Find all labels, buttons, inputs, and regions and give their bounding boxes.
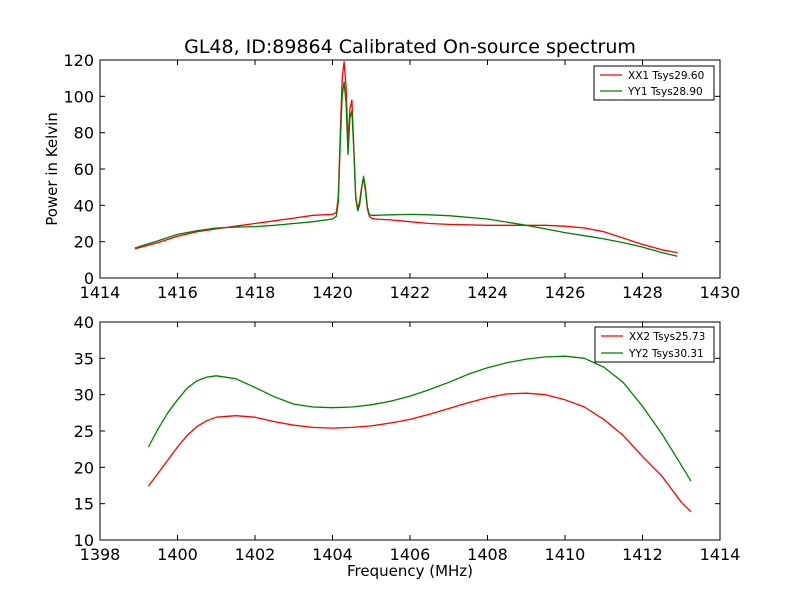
x-tick-label: 1398 (80, 545, 121, 564)
x-tick-label: 1412 (622, 545, 663, 564)
y-tick-label: 0 (84, 269, 94, 288)
x-tick-label: 1424 (467, 283, 508, 302)
y-tick-label: 80 (74, 124, 94, 143)
top-ticks: 1414 1416 1418 1420 1422 1424 1426 1428 1430 0 20 4… (63, 51, 740, 302)
x-tick-label: 1422 (390, 283, 431, 302)
y-tick-label: 60 (74, 160, 94, 179)
y-tick-label: 120 (63, 51, 94, 70)
legend-label-yy1: YY1 Tsys28.90 (627, 86, 703, 98)
x-tick-label: 1406 (390, 545, 431, 564)
series-line-yy2 (147, 355, 692, 482)
x-tick-label: 1428 (622, 283, 663, 302)
top-legend-box (593, 65, 715, 101)
y-tick-label: 35 (74, 349, 94, 368)
bottom-ticks: 1398 1400 1402 1404 1406 1408 1410 1412 1414 10 15… (74, 313, 741, 564)
x-tick-label: 1400 (157, 545, 198, 564)
y-tick-label: 100 (63, 87, 94, 106)
y-tick-label: 25 (74, 422, 94, 441)
y-tick-label: 15 (74, 495, 94, 514)
x-tick-label: 1426 (545, 283, 586, 302)
chart-title: GL48, ID:89864 Calibrated On-source spec… (184, 36, 636, 58)
top-y-axis-label: Power in Kelvin (43, 112, 61, 226)
top-legend: XX1 Tsys29.60 YY1 Tsys28.90 (593, 65, 715, 101)
y-tick-label: 30 (74, 386, 94, 405)
x-tick-label: 1402 (235, 545, 276, 564)
series-line-xx2 (147, 392, 692, 513)
y-tick-label: 20 (74, 458, 94, 477)
x-tick-label: 1408 (467, 545, 508, 564)
y-tick-label: 40 (74, 196, 94, 215)
x-tick-label: 1418 (235, 283, 276, 302)
bottom-subplot: 1398 1400 1402 1404 1406 1408 1410 1412 1414 10 15… (74, 313, 741, 580)
y-tick-label: 40 (74, 313, 94, 332)
x-tick-label: 1414 (80, 283, 121, 302)
y-tick-label: 10 (74, 531, 94, 550)
x-tick-label: 1414 (700, 545, 741, 564)
legend-label-yy2: YY2 Tsys30.31 (628, 348, 704, 360)
top-series-lines (134, 61, 678, 257)
bottom-legend: XX2 Tsys25.73 YY2 Tsys30.31 (594, 326, 715, 363)
x-tick-label: 1404 (312, 545, 353, 564)
x-tick-label: 1430 (700, 283, 741, 302)
legend-label-xx1: XX1 Tsys29.60 (628, 70, 704, 82)
bottom-series-lines (147, 355, 692, 513)
x-tick-label: 1416 (157, 283, 198, 302)
bottom-x-axis-label: Frequency (MHz) (347, 562, 473, 580)
series-line-yy1 (134, 81, 678, 257)
y-tick-label: 20 (74, 233, 94, 252)
top-subplot: 1414 1416 1418 1420 1422 1424 1426 1428 1430 0 20 4… (43, 51, 740, 302)
x-tick-label: 1410 (545, 545, 586, 564)
legend-label-xx2: XX2 Tsys25.73 (629, 331, 705, 343)
bottom-legend-box (594, 326, 715, 363)
x-tick-label: 1420 (312, 283, 353, 302)
